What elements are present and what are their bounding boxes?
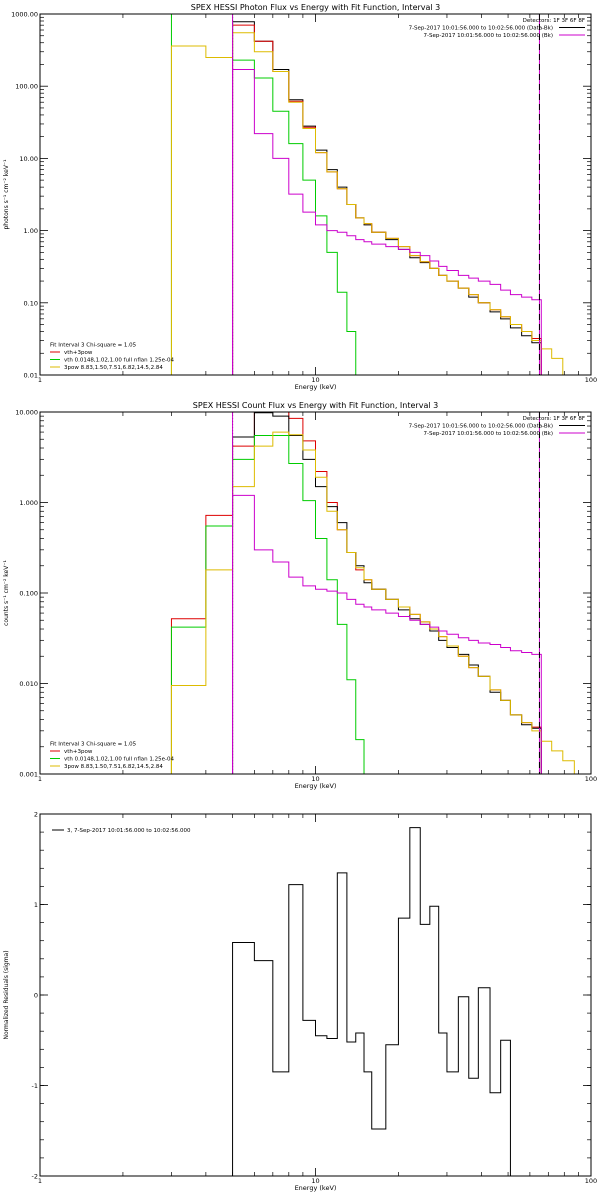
series-line-vth-3pow — [170, 412, 542, 774]
y-axis-label: counts s⁻¹ cm⁻² keV⁻¹ — [3, 560, 10, 626]
y-tick-label: -1 — [32, 1082, 38, 1090]
legend-top-right: Detectors: 1F 3F 6F 8F 7-Sep-2017 10:01:5… — [409, 18, 585, 39]
series-line-bk — [232, 494, 542, 774]
x-tick-label: 1 — [38, 775, 42, 783]
plot-frame — [39, 411, 592, 775]
fit-range-markers — [232, 412, 540, 774]
y-tick-label: 10.00 — [19, 155, 38, 163]
x-axis: 1 10 100 — [38, 814, 597, 1185]
x-tick-label: 1 — [38, 1177, 42, 1185]
y-axis-label: photons s⁻¹ cm⁻² keV⁻¹ — [3, 159, 10, 230]
chart-panel-1: SPEX HESSI Photon Flux vs Energy with Fi… — [3, 3, 597, 391]
y-tick-label: 0.001 — [19, 771, 38, 779]
legend-entry: vth 0.0148,1.02,1.00 full nflan 1.25e-04 — [64, 358, 175, 364]
plot-frame — [39, 813, 592, 1177]
x-tick-label: 100 — [585, 775, 597, 783]
legend-entry: 7-Sep-2017 10:01:56.000 to 10:02:56.000 … — [424, 33, 554, 39]
plot-frame — [39, 13, 592, 376]
legend-entry: 7-Sep-2017 10:01:56.000 to 10:02:56.000 … — [409, 26, 553, 32]
y-tick-label: 10.000 — [15, 409, 38, 417]
legend-entry: 3pow 8.83,1.50,7.51,6.82,14.5,2.84 — [64, 764, 163, 770]
series-line-bk — [232, 69, 542, 375]
series-group — [170, 14, 564, 375]
x-axis: 1 10 100 — [38, 412, 597, 783]
y-axis: -2 -1 0 1 2 — [32, 811, 591, 1181]
x-axis: 1 10 100 — [38, 14, 597, 384]
x-tick-label: 1 — [38, 376, 42, 384]
series-line-data-bk — [232, 412, 542, 774]
chart-panel-3: Energy (keV) Normalized Residuals (sigma)… — [3, 811, 597, 1193]
y-tick-label: 1.000 — [19, 499, 38, 507]
y-tick-label: -2 — [32, 1173, 38, 1181]
legend-entry: 7-Sep-2017 10:01:56.000 to 10:02:56.000 … — [409, 424, 553, 430]
series-line-vth-3pow — [232, 24, 542, 375]
legend-entry: 3, 7-Sep-2017 10:01:56.000 to 10:02:56.0… — [67, 828, 191, 834]
y-tick-label: 1000.00 — [11, 11, 38, 19]
x-tick-label: 10 — [311, 376, 319, 384]
y-tick-label: 0 — [34, 992, 38, 1000]
fit-range-markers — [232, 14, 540, 375]
y-tick-label: 0.010 — [19, 680, 38, 688]
y-axis: 0.01 0.10 1.00 10.00 100.00 1000.00 — [11, 11, 591, 380]
legend-bottom-left: Fit Interval 3 Chi-square = 1.05vth+3pow… — [50, 343, 175, 371]
legend-top-left: 3, 7-Sep-2017 10:01:56.000 to 10:02:56.0… — [52, 828, 191, 834]
x-tick-label: 100 — [585, 376, 597, 384]
series-line-vth — [170, 14, 365, 375]
legend-entry: vth+3pow — [64, 749, 93, 755]
legend-bottom-left: Fit Interval 3 Chi-square = 1.05vth+3pow… — [50, 742, 175, 770]
legend-entry: 3pow 8.83,1.50,7.51,6.82,14.5,2.84 — [64, 365, 163, 371]
y-tick-label: 1.00 — [24, 227, 38, 235]
series-line-3pow — [170, 32, 564, 375]
series-group — [232, 827, 511, 1176]
chart-title: SPEX HESSI Photon Flux vs Energy with Fi… — [191, 3, 441, 12]
y-tick-label: 0.10 — [24, 299, 38, 307]
x-axis-label: Energy (keV) — [295, 383, 337, 391]
legend-entry: Detectors: 1F 3F 6F 8F — [523, 416, 585, 422]
x-tick-label: 10 — [311, 775, 319, 783]
legend-entry: vth+3pow — [64, 350, 93, 356]
y-axis-label: Normalized Residuals (sigma) — [3, 950, 10, 1039]
chart-panel-2: SPEX HESSI Count Flux vs Energy with Fit… — [3, 401, 597, 790]
y-tick-label: 100.00 — [15, 83, 38, 91]
x-tick-label: 100 — [585, 1177, 597, 1185]
legend-entry: Fit Interval 3 Chi-square = 1.05 — [50, 343, 137, 349]
series-line-3-7-sep-2017-10-01-56-000-to-10-02-56-000 — [232, 827, 511, 1176]
series-line-3pow — [170, 431, 575, 774]
y-tick-label: 0.01 — [24, 372, 38, 380]
x-tick-label: 10 — [311, 1177, 319, 1185]
y-tick-label: 2 — [34, 811, 38, 819]
legend-entry: Detectors: 1F 3F 6F 8F — [523, 18, 585, 24]
chart-title: SPEX HESSI Count Flux vs Energy with Fit… — [193, 401, 438, 410]
legend-entry: 7-Sep-2017 10:01:56.000 to 10:02:56.000 … — [424, 431, 554, 437]
x-axis-label: Energy (keV) — [295, 1184, 337, 1192]
x-axis-label: Energy (keV) — [295, 782, 337, 790]
legend-top-right: Detectors: 1F 3F 6F 8F 7-Sep-2017 10:01:5… — [409, 416, 585, 437]
series-line-vth — [170, 434, 365, 774]
y-tick-label: 1 — [34, 901, 38, 909]
series-group — [170, 412, 575, 774]
y-tick-label: 0.100 — [19, 590, 38, 598]
series-line-data-bk — [232, 21, 542, 375]
legend-entry: Fit Interval 3 Chi-square = 1.05 — [50, 742, 137, 748]
legend-entry: vth 0.0148,1.02,1.00 full nflan 1.25e-04 — [64, 757, 175, 763]
